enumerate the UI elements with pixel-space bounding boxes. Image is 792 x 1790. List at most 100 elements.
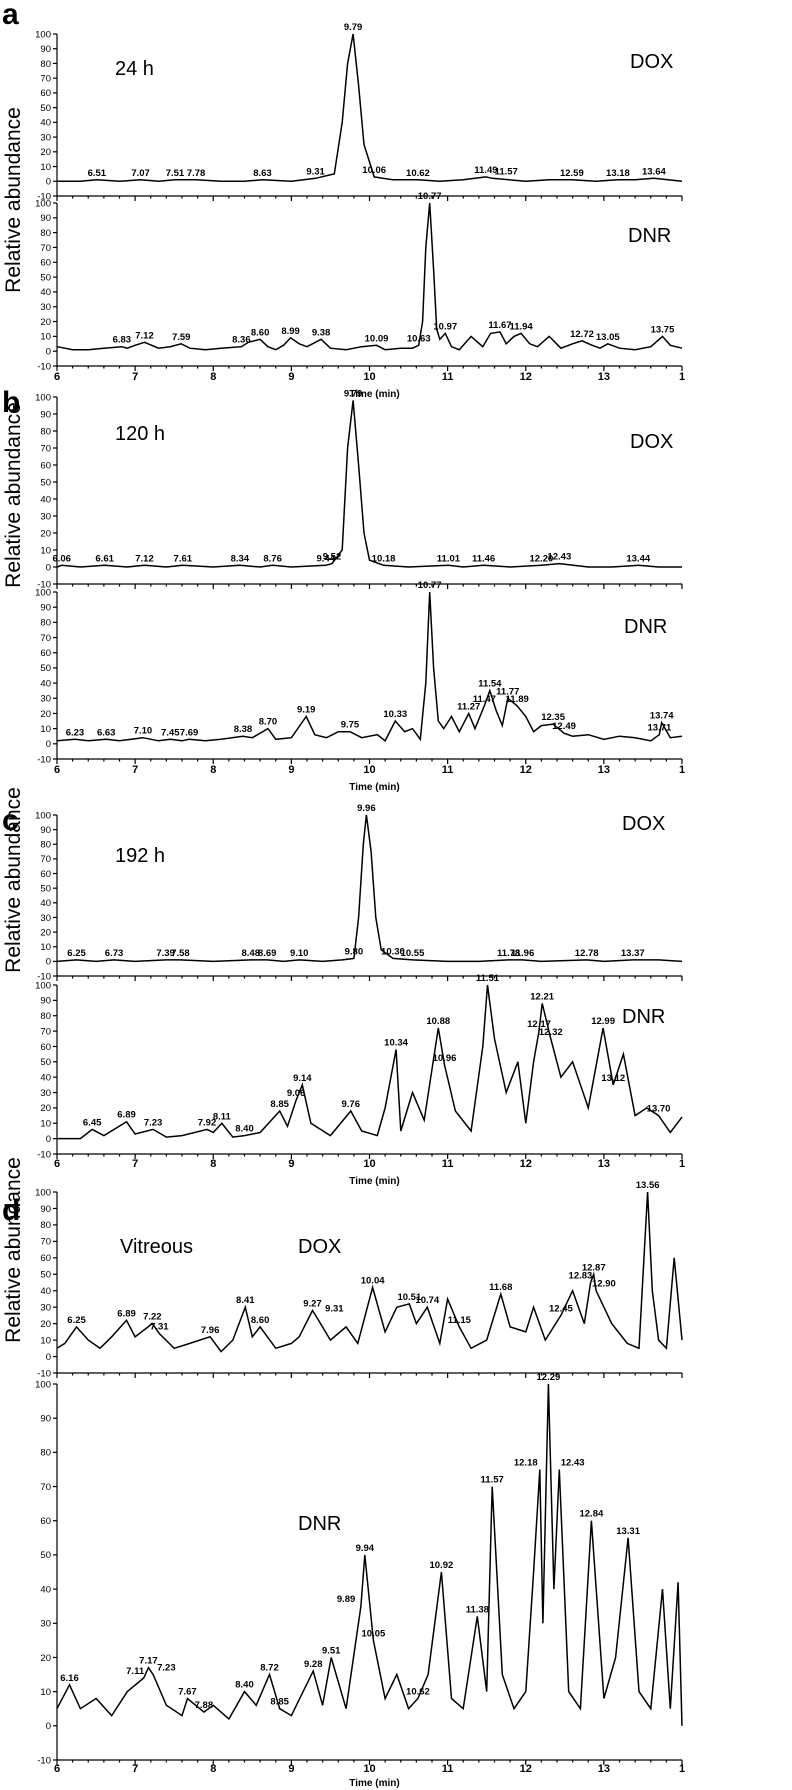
y-tick-label: 30 [40, 302, 51, 313]
y-tick-label: 60 [40, 1042, 51, 1053]
panel-letter-c: c [2, 804, 19, 837]
peak-label: 12.29 [537, 1372, 561, 1383]
x-tick-label: 1 [679, 1158, 685, 1170]
trace-name-a-bottom: DNR [628, 225, 671, 247]
peak-label: 12.32 [539, 1027, 563, 1038]
y-tick-label: 0 [46, 1721, 51, 1732]
peak-label: 13.70 [647, 1104, 671, 1115]
peak-label: 7.12 [135, 553, 154, 564]
x-tick-label: 12 [520, 1158, 532, 1170]
peak-label: 6.73 [105, 948, 124, 959]
time-label-c: 192 h [115, 845, 165, 867]
y-tick-label: 20 [40, 709, 51, 720]
y-tick-label: 40 [40, 1072, 51, 1083]
x-tick-label: 12 [520, 371, 532, 383]
y-tick-label: 0 [46, 177, 51, 188]
x-tick-label: 7 [132, 371, 138, 383]
peak-label: 7.67 [178, 1686, 197, 1697]
peak-label: 9.75 [341, 720, 360, 731]
y-tick-label: 40 [40, 494, 51, 505]
peak-label: 9.31 [306, 166, 325, 177]
y-axis-label-d: Relative abundance [2, 1157, 25, 1343]
y-tick-label: 10 [40, 724, 51, 735]
trace-name-c-top: DOX [622, 813, 665, 835]
y-tick-label: 40 [40, 287, 51, 298]
peak-label: 9.76 [342, 1099, 361, 1110]
y-tick-label: 60 [40, 460, 51, 471]
y-tick-label: 30 [40, 511, 51, 522]
peak-label: 11.78 [497, 948, 520, 959]
y-tick-label: 100 [35, 810, 51, 821]
peak-label: 10.04 [361, 1275, 385, 1286]
peak-label: 12.59 [560, 168, 584, 179]
peak-label: 6.25 [67, 948, 86, 959]
y-tick-label: 100 [35, 1187, 51, 1198]
x-tick-label: 12 [520, 1763, 532, 1775]
peak-label: 8.36 [232, 335, 251, 346]
peak-label: 13.12 [601, 1073, 625, 1084]
peak-label: 6.45 [83, 1117, 102, 1128]
y-tick-label: 50 [40, 1057, 51, 1068]
y-tick-label: 0 [46, 739, 51, 750]
y-tick-label: 10 [40, 332, 51, 343]
y-tick-label: 80 [40, 1448, 51, 1459]
y-tick-label: -10 [37, 1149, 51, 1160]
x-tick-label: 1 [679, 1763, 685, 1775]
peak-label: 7.11 [126, 1666, 145, 1677]
peak-label: 11.46 [472, 553, 495, 564]
peak-label: 7.10 [134, 726, 153, 737]
peak-label: 12.45 [549, 1303, 573, 1314]
peak-label: 7.23 [144, 1117, 163, 1128]
peak-label: 13.18 [606, 168, 630, 179]
y-tick-label: 60 [40, 869, 51, 880]
peak-label: 11.57 [495, 166, 518, 177]
peak-label: 11.96 [511, 948, 534, 959]
x-axis-label-c: Time (min) [349, 1176, 399, 1187]
peak-label: 9.94 [356, 1543, 375, 1554]
y-tick-label: 50 [40, 103, 51, 114]
panel-letter-b: b [2, 386, 20, 419]
y-tick-label: 20 [40, 1103, 51, 1114]
peak-label: 10.88 [426, 1016, 450, 1027]
y-tick-label: 80 [40, 228, 51, 239]
trace-name-b-bottom: DNR [624, 616, 667, 638]
y-tick-label: 10 [40, 545, 51, 556]
peak-label: 13.05 [596, 332, 620, 343]
x-tick-label: 11 [442, 1763, 454, 1775]
peak-label: 13.31 [616, 1526, 640, 1537]
y-tick-label: 90 [40, 409, 51, 420]
peak-label: 9.28 [304, 1659, 323, 1670]
peak-label: 13.74 [650, 711, 674, 722]
y-tick-label: 60 [40, 648, 51, 659]
y-tick-label: 20 [40, 1319, 51, 1330]
peak-label: 8.60 [251, 327, 270, 338]
x-tick-label: 10 [363, 371, 375, 383]
y-tick-label: 50 [40, 477, 51, 488]
peak-label: 7.31 [150, 1322, 169, 1333]
y-tick-label: 20 [40, 147, 51, 158]
y-tick-label: 0 [46, 1134, 51, 1145]
trace-name-a-top: DOX [630, 51, 673, 73]
trace-a-dox [57, 33, 683, 183]
y-tick-label: 30 [40, 694, 51, 705]
y-tick-label: 90 [40, 1204, 51, 1215]
peak-label: 12.43 [561, 1457, 585, 1468]
peak-label: 13.37 [621, 948, 645, 959]
peak-label: 12.35 [541, 712, 565, 723]
y-tick-label: 0 [46, 346, 51, 357]
x-tick-label: 1 [679, 764, 685, 776]
y-tick-label: 100 [35, 198, 51, 209]
panel-letter-a: a [2, 0, 19, 31]
peak-label: 12.43 [547, 552, 571, 563]
peak-label: 7.39 [156, 948, 175, 959]
trace-b-dox [56, 400, 682, 568]
peak-label: 7.88 [195, 1700, 214, 1711]
peak-label: 12.21 [530, 991, 554, 1002]
x-tick-label: 6 [54, 1158, 60, 1170]
peak-label: 10.51 [397, 1292, 421, 1303]
x-tick-label: 10 [363, 1158, 375, 1170]
y-tick-label: -10 [37, 191, 51, 202]
x-tick-label: 11 [442, 764, 454, 776]
peak-label: 11.01 [437, 553, 461, 564]
peak-label: 9.79 [344, 22, 363, 33]
